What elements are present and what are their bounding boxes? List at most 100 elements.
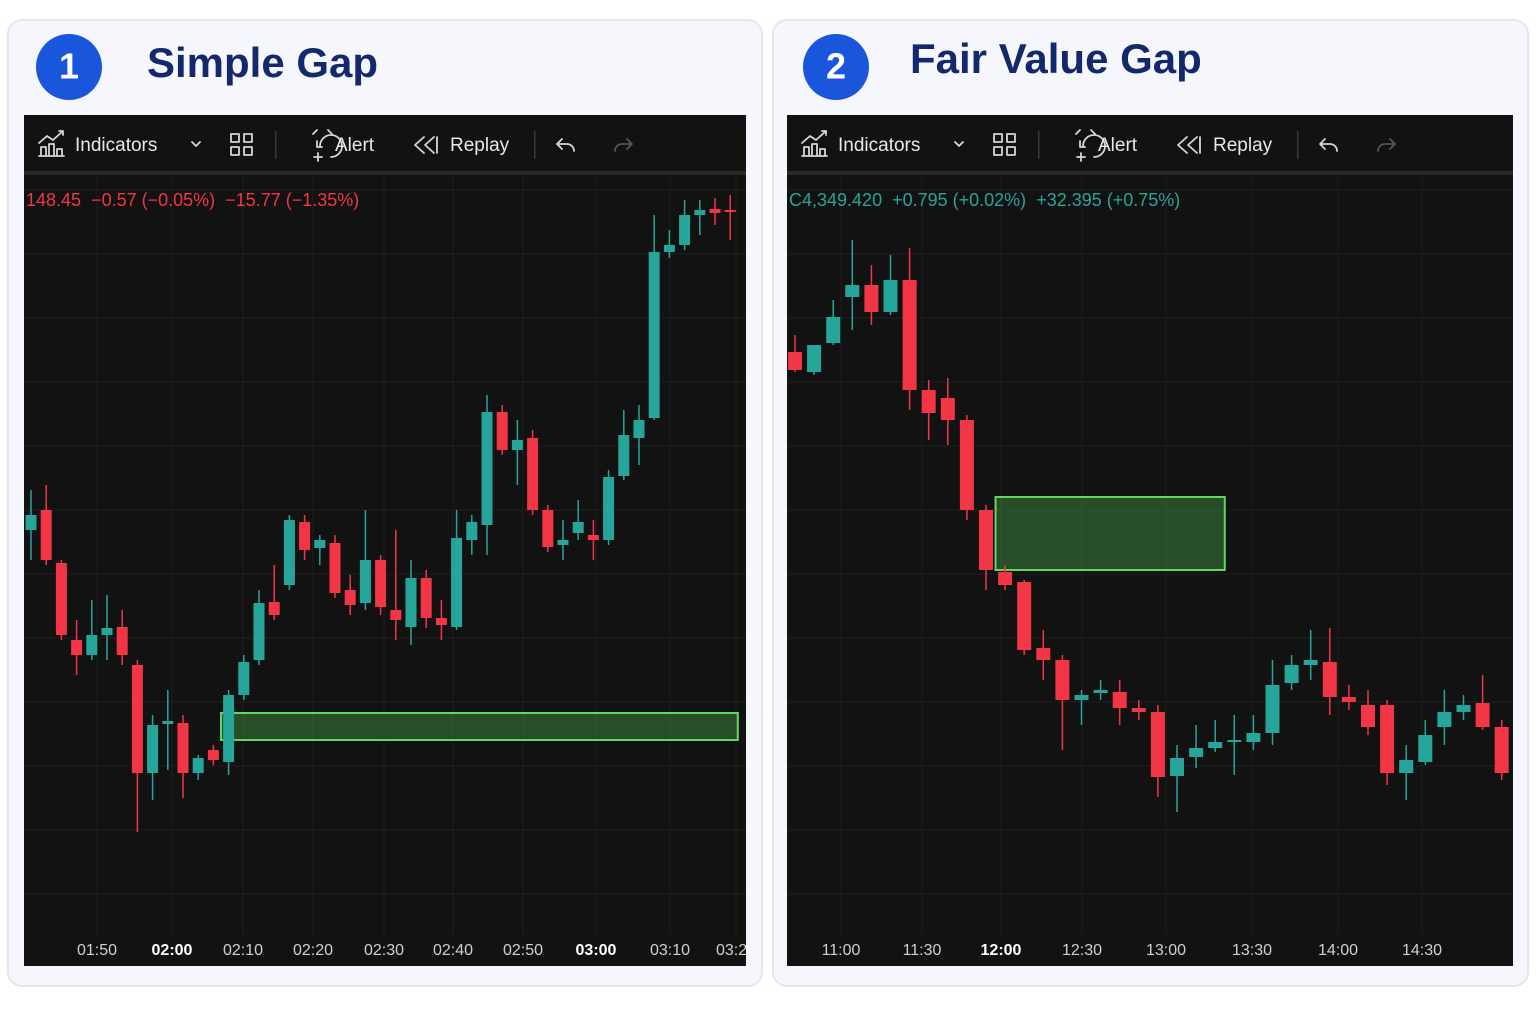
candle-body (1303, 660, 1318, 665)
toolbar-divider (1038, 131, 1040, 159)
legend-value: C4,349.420 (789, 190, 882, 210)
alert-icon[interactable] (312, 129, 343, 162)
redo-icon[interactable] (1377, 138, 1396, 152)
candle-body (1418, 735, 1433, 762)
candle-body (466, 522, 478, 540)
price-legend: 148.45 −0.57 (−0.05%) −15.77 (−1.35%) (26, 190, 359, 210)
candle-body (1017, 582, 1032, 650)
x-tick-label: 14:00 (1318, 942, 1358, 959)
candle-body (587, 535, 599, 540)
candle-body (902, 280, 917, 390)
chart-background (24, 115, 746, 966)
candle-body (496, 412, 508, 450)
alert-icon[interactable] (1075, 129, 1106, 162)
candle-body (1380, 705, 1395, 773)
candle-body (481, 412, 493, 525)
candle-body (511, 440, 523, 450)
candle-body (1055, 660, 1070, 700)
candle-body (359, 560, 371, 603)
undo-icon[interactable] (1319, 138, 1338, 152)
candle-body (724, 210, 736, 212)
candle-body (420, 578, 432, 618)
replay-icon[interactable] (414, 136, 438, 154)
replay-icon[interactable] (1177, 136, 1201, 154)
indicators-icon[interactable] (801, 130, 828, 157)
indicators-chevron[interactable] (954, 141, 964, 147)
candle-body (788, 352, 802, 370)
candle-body (1456, 705, 1471, 712)
x-tick-label: 03:00 (576, 942, 617, 959)
candle-body (542, 510, 554, 547)
candle-body (238, 662, 250, 695)
candle-body (223, 695, 235, 762)
toolbar-divider (534, 131, 536, 159)
badge-number: 1 (59, 46, 79, 87)
indicators-chevron[interactable] (191, 141, 201, 147)
gap-zone (994, 496, 1226, 571)
candle-body (603, 477, 615, 540)
candle-body (55, 563, 67, 635)
candle-body (709, 209, 721, 213)
toolbar-divider (275, 131, 277, 159)
candle-body (1246, 733, 1261, 742)
x-tick-label: 02:30 (364, 942, 404, 959)
candle-body (694, 210, 706, 215)
candle-body (116, 627, 128, 655)
badge-circle (36, 34, 102, 100)
candle-body (1265, 685, 1280, 733)
x-tick-label: 11:00 (822, 942, 861, 959)
x-tick-label: 02:00 (152, 942, 193, 959)
chart-background (787, 115, 1513, 966)
alert-button[interactable]: Alert (335, 135, 375, 156)
alert-button[interactable]: Alert (1098, 135, 1138, 156)
layout-icon[interactable] (993, 133, 1016, 156)
indicators-button[interactable]: Indicators (75, 135, 157, 156)
x-tick-label: 12:00 (981, 942, 1022, 959)
x-tick-label: 12:30 (1062, 942, 1102, 959)
toolbar: Indicators Alert Replay (801, 129, 1396, 162)
candle-body (1227, 740, 1242, 742)
x-tick-label: 01:50 (77, 942, 117, 959)
legend-value: +0.795 (+0.02%) (892, 190, 1026, 210)
candle-body (1361, 705, 1375, 727)
candle-body (572, 522, 584, 533)
candle-body (314, 540, 326, 548)
candle-body (344, 590, 356, 605)
indicators-button[interactable]: Indicators (838, 135, 920, 156)
redo-icon[interactable] (614, 138, 633, 152)
layout-icon[interactable] (230, 133, 253, 156)
candle-body (959, 420, 974, 510)
candle-body (1208, 742, 1223, 748)
candle-body (71, 640, 83, 655)
candle-body (921, 390, 936, 413)
candle-body (527, 438, 539, 510)
candle-body (101, 628, 113, 635)
candle-body (451, 538, 463, 627)
panel: 2 Fair Value Gap Indicators Alert Replay C4,3… (772, 19, 1529, 987)
candle-body (1093, 690, 1108, 693)
candle-body (807, 345, 822, 372)
candle-body (162, 721, 174, 724)
plot-area (787, 178, 1513, 935)
replay-button[interactable]: Replay (450, 135, 510, 156)
candle-body (1036, 648, 1051, 660)
indicators-icon[interactable] (38, 130, 65, 157)
candle-body (131, 665, 143, 773)
candle-body (1170, 758, 1184, 776)
candle-body (1399, 760, 1414, 773)
legend-value: −0.57 (−0.05%) (91, 190, 215, 210)
candle-body (1074, 695, 1089, 700)
undo-icon[interactable] (556, 138, 575, 152)
time-axis: 01:50 02:00 02:10 02:20 02:30 02:40 02:50 03:00… (77, 942, 746, 959)
candle-body (648, 252, 660, 418)
legend-value: −15.77 (−1.35%) (225, 190, 359, 210)
candle-body (1437, 712, 1452, 727)
panel-title: Fair Value Gap (910, 35, 1202, 82)
gap-zone (220, 712, 739, 741)
replay-button[interactable]: Replay (1213, 135, 1273, 156)
x-tick-label: 13:00 (1146, 942, 1186, 959)
candle-body (207, 750, 219, 760)
x-tick-label: 02:10 (223, 942, 263, 959)
candle-body (979, 510, 993, 570)
